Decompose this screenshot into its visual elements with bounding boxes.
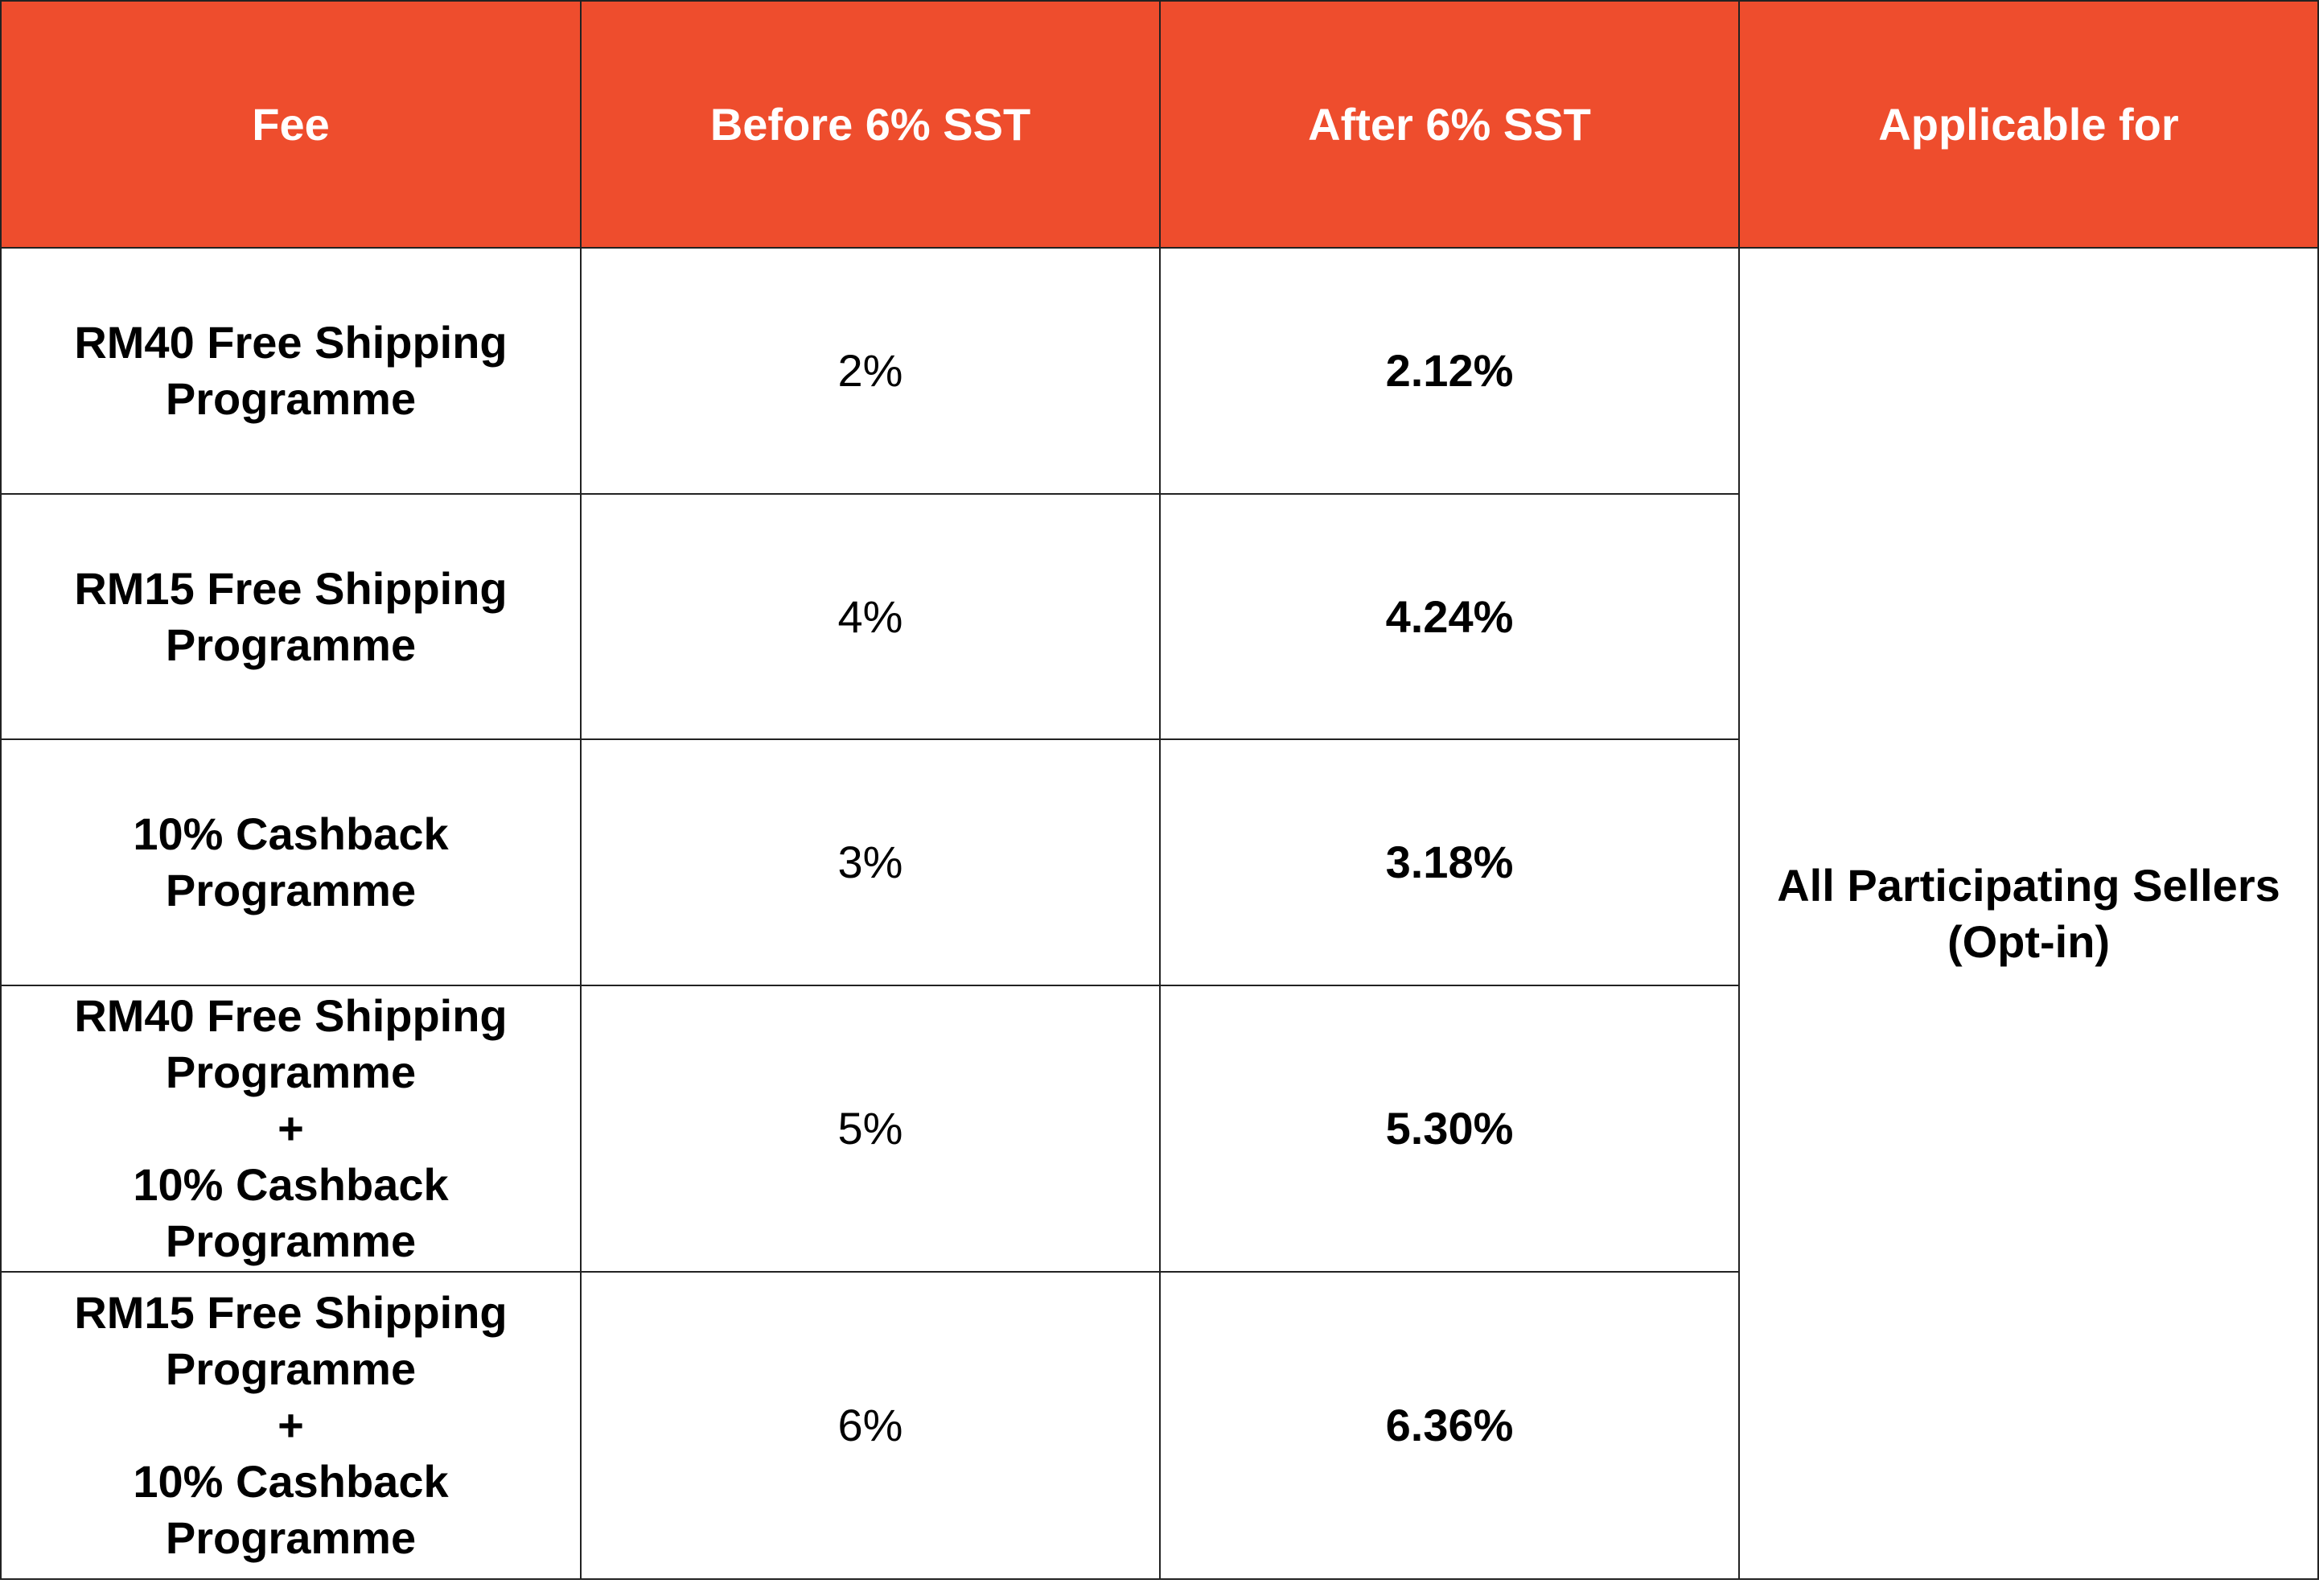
table-row: 10% Cashback Programme 3% 3.18% bbox=[0, 738, 2318, 987]
after-sst-cell: 3.18% bbox=[1159, 738, 1740, 987]
fee-line: 10% Cashback bbox=[133, 1159, 449, 1211]
fee-line: Programme bbox=[165, 619, 417, 670]
table-row: RM40 Free Shipping Programme 2% 2.12% Al… bbox=[0, 247, 2319, 1580]
applicable-line: (Opt-in) bbox=[1947, 915, 2111, 967]
header-before-sst: Before 6% SST bbox=[580, 0, 1161, 249]
table-header: Fee Before 6% SST After 6% SST Applicabl… bbox=[0, 0, 2319, 249]
table-body: RM40 Free Shipping Programme 2% 2.12% Al… bbox=[0, 247, 2319, 1580]
fee-cell: RM15 Free Shipping Programme bbox=[0, 492, 582, 741]
fee-line: 10% Cashback bbox=[133, 1456, 449, 1508]
fee-line: RM40 Free Shipping bbox=[74, 990, 508, 1042]
before-sst-cell: 5% bbox=[580, 985, 1161, 1273]
applicable-for-cell: All Participating Sellers (Opt-in) bbox=[1738, 247, 2319, 1580]
table-row: RM15 Free Shipping Programme + 10% Cashb… bbox=[0, 1271, 2318, 1580]
after-sst-cell: 5.30% bbox=[1159, 985, 1740, 1273]
table-row: RM40 Free Shipping Programme + 10% Cashb… bbox=[0, 985, 2318, 1273]
after-sst-cell: 6.36% bbox=[1159, 1271, 1740, 1580]
header-after-sst: After 6% SST bbox=[1159, 0, 1740, 249]
after-sst-cell: 4.24% bbox=[1159, 492, 1740, 741]
fee-line: Programme bbox=[165, 372, 417, 424]
fee-line: 10% Cashback bbox=[133, 808, 449, 860]
before-sst-cell: 4% bbox=[580, 492, 1161, 741]
fee-cell: RM40 Free Shipping Programme bbox=[0, 247, 582, 495]
fee-line: RM15 Free Shipping bbox=[74, 1287, 508, 1339]
fee-line: Programme bbox=[165, 1512, 417, 1564]
fee-line: RM15 Free Shipping bbox=[74, 562, 508, 614]
fee-line: Programme bbox=[165, 1047, 417, 1098]
before-sst-cell: 6% bbox=[580, 1271, 1161, 1580]
table-row: RM15 Free Shipping Programme 4% 4.24% bbox=[0, 492, 2318, 741]
after-sst-cell: 2.12% bbox=[1159, 247, 1740, 495]
fee-cell: 10% Cashback Programme bbox=[0, 738, 582, 987]
before-sst-cell: 2% bbox=[580, 247, 1161, 495]
fee-line: + bbox=[278, 1103, 304, 1154]
fee-line: Programme bbox=[165, 865, 417, 916]
header-applicable-for: Applicable for bbox=[1738, 0, 2319, 249]
header-fee: Fee bbox=[0, 0, 582, 249]
fee-cell: RM15 Free Shipping Programme + 10% Cashb… bbox=[0, 1271, 582, 1580]
before-sst-cell: 3% bbox=[580, 738, 1161, 987]
header-row: Fee Before 6% SST After 6% SST Applicabl… bbox=[0, 0, 2319, 249]
applicable-line: All Participating Sellers bbox=[1777, 859, 2280, 911]
fee-cell: RM40 Free Shipping Programme + 10% Cashb… bbox=[0, 985, 582, 1273]
fee-line: + bbox=[278, 1400, 304, 1451]
fee-line: Programme bbox=[165, 1343, 417, 1395]
fee-line: RM40 Free Shipping bbox=[74, 316, 508, 368]
fee-line: Programme bbox=[165, 1216, 417, 1267]
